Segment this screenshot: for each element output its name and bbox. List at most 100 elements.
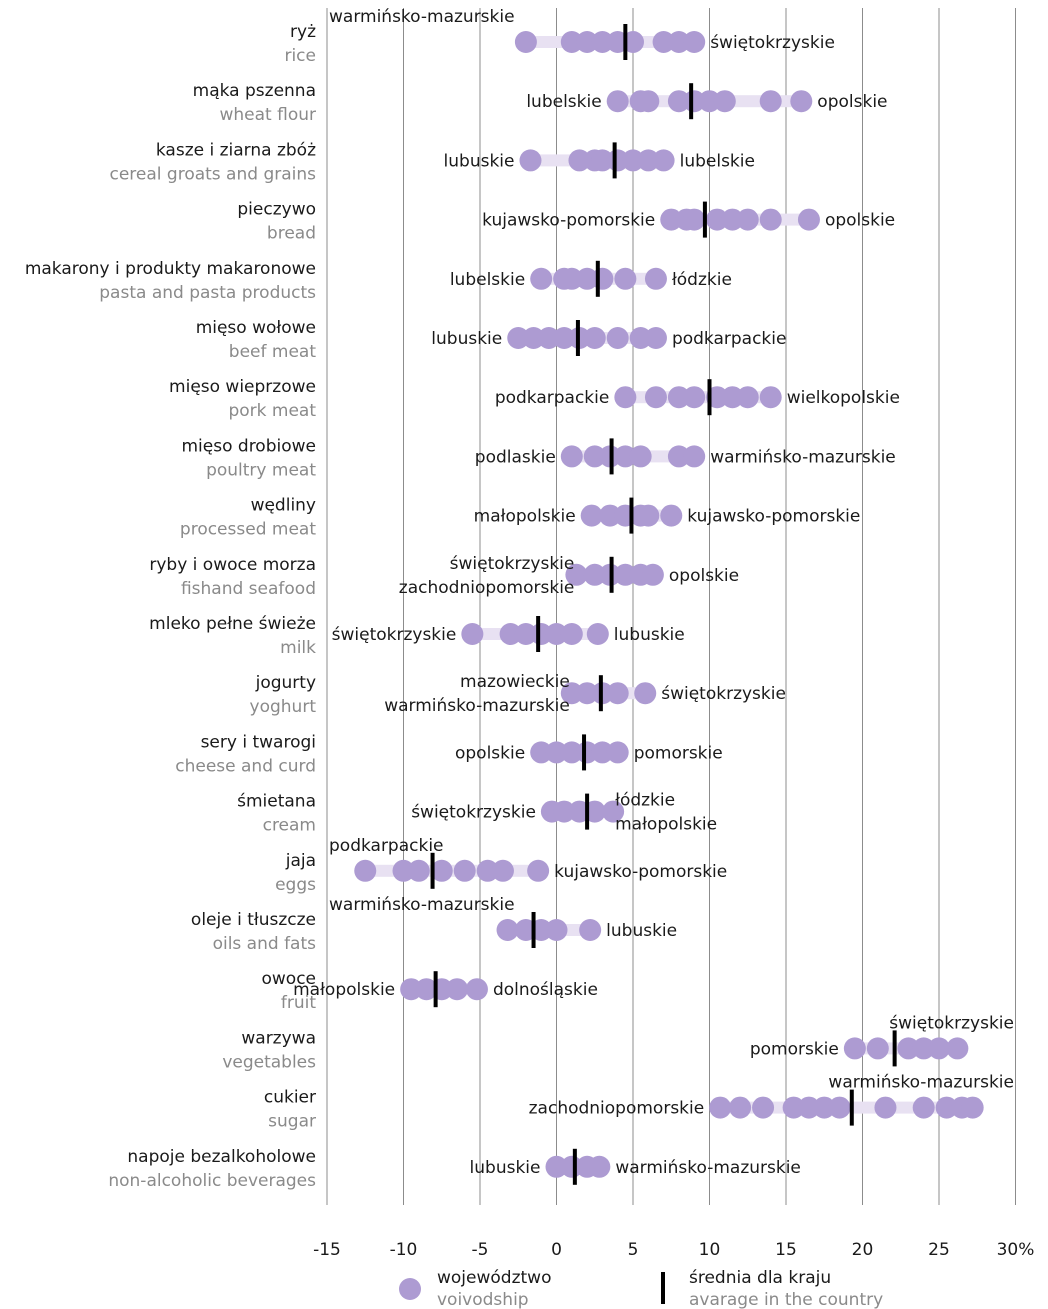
category-label: ryż <box>290 22 316 42</box>
voivodship-dot <box>591 267 614 290</box>
category-label-en: milk <box>280 638 316 658</box>
voivodship-dot <box>866 1037 889 1060</box>
category-label: mąka pszenna <box>193 81 316 101</box>
max-voivodship-label: podkarpackie <box>672 329 787 349</box>
voivodship-dot <box>683 445 706 468</box>
max-voivodship-label: świętokrzyskie <box>889 1013 1014 1033</box>
average-marker <box>433 971 438 1008</box>
legend-average-label-en: avarage in the country <box>689 1290 883 1309</box>
max-voivodship-label: wielkopolskie <box>787 388 900 408</box>
voivodship-dot <box>496 919 519 941</box>
voivodship-dot <box>545 741 568 764</box>
average-marker <box>849 1089 854 1126</box>
voivodship-dot <box>530 267 553 290</box>
voivodship-dot <box>828 1096 851 1119</box>
average-marker <box>623 24 628 60</box>
voivodship-dot <box>644 327 667 349</box>
voivodship-dot <box>599 504 622 527</box>
max-voivodship-label: warmińsko-mazurskie <box>828 1073 1014 1093</box>
average-marker <box>536 616 541 652</box>
voivodship-dot <box>606 149 629 172</box>
voivodship-dot <box>637 504 660 527</box>
legend-voivodship-dot <box>399 1278 421 1300</box>
voivodship-dot <box>354 859 377 882</box>
category-label-en: fruit <box>281 993 316 1013</box>
max-voivodship-label: małopolskie <box>615 815 717 835</box>
min-voivodship-label: opolskie <box>455 743 525 763</box>
voivodship-dot <box>912 1096 935 1119</box>
voivodship-dot <box>652 31 675 53</box>
average-marker <box>609 438 614 475</box>
voivodship-dot <box>759 90 782 113</box>
voivodship-dot <box>415 978 438 1001</box>
chart-row: warzywa vegetables pomorskie świętokrzyskie <box>222 1013 1014 1072</box>
voivodship-dot <box>961 1096 984 1119</box>
legend-average-label: średnia dla kraju <box>689 1268 831 1288</box>
voivodship-dot <box>782 1096 805 1119</box>
category-label: wędliny <box>251 496 316 516</box>
voivodship-dot <box>392 859 415 882</box>
chart-row: mąka pszenna wheat flour lubelskie opolskie <box>193 81 888 125</box>
voivodship-dot <box>928 1037 950 1060</box>
category-label-en: non-alcoholic beverages <box>108 1171 316 1191</box>
voivodship-dot <box>622 31 644 53</box>
chart-row: kasze i ziarna zbóż cereal groats and gra… <box>109 140 754 184</box>
voivodship-dot <box>560 1155 583 1178</box>
average-marker <box>572 1148 577 1185</box>
voivodship-dot <box>759 208 782 231</box>
category-label: kasze i ziarna zbóż <box>156 140 316 160</box>
x-tick-label: 15 <box>775 1240 797 1260</box>
voivodship-dot <box>797 208 820 231</box>
x-tick-label: 10 <box>699 1240 721 1260</box>
category-label: śmietana <box>237 792 316 812</box>
voivodship-dot <box>514 623 537 645</box>
voivodship-dot <box>797 1096 820 1119</box>
min-voivodship-label: mazowieckie <box>460 672 570 692</box>
grid-lines <box>326 8 1016 1205</box>
min-voivodship-label: lubuskie <box>470 1158 541 1178</box>
voivodship-dot <box>446 978 469 1001</box>
voivodship-dot <box>935 1096 958 1119</box>
voivodship-dot <box>560 267 583 290</box>
category-label: jogurty <box>255 673 316 693</box>
min-voivodship-label: lubelskie <box>450 270 525 290</box>
category-label-en: pasta and pasta products <box>99 283 316 303</box>
category-label: makarony i produkty makaronowe <box>25 259 316 279</box>
voivodship-dot <box>644 386 667 409</box>
legend-voivodship-label-en: voivodship <box>437 1290 529 1309</box>
voivodship-dot <box>545 1155 568 1178</box>
chart-row: sery i twarogi cheese and curd opolskie pom… <box>175 732 722 776</box>
voivodship-dot <box>698 90 721 113</box>
voivodship-dot <box>644 267 667 290</box>
category-label: jaja <box>285 851 316 871</box>
min-voivodship-label: świętokrzyskie <box>411 803 536 823</box>
x-tick-label: 20 <box>852 1240 874 1260</box>
category-label-en: rice <box>284 46 316 66</box>
voivodship-dot <box>606 90 629 113</box>
chart-row: jogurty yoghurt mazowieckie warmińsko-mazur… <box>250 672 786 717</box>
voivodship-dot <box>683 208 706 231</box>
max-voivodship-label: łódzkie <box>672 270 732 290</box>
average-marker <box>582 734 587 771</box>
voivodship-dot <box>759 386 782 409</box>
average-marker <box>598 675 603 712</box>
voivodship-dot <box>461 623 484 645</box>
chart-row: ryby i owoce morza fishand seafood świętok… <box>149 554 739 599</box>
voivodship-dot <box>706 208 729 231</box>
voivodship-dot <box>713 90 736 113</box>
category-label: ryby i owoce morza <box>149 555 316 575</box>
voivodship-dot <box>407 859 430 882</box>
max-voivodship-label: opolskie <box>817 92 887 112</box>
max-voivodship-label: opolskie <box>669 566 739 586</box>
average-marker <box>595 260 600 297</box>
voivodship-dot <box>553 800 576 823</box>
voivodship-dot <box>530 623 553 645</box>
chart-rows: ryż rice warmińsko-mazurskie świętokrzyskie… <box>25 7 1014 1191</box>
chart-row: cukier sugar zachodniopomorskie warmińsko-m… <box>264 1073 1014 1132</box>
category-label-en: bread <box>267 224 316 244</box>
chart-row: mleko pełne świeże milk świętokrzyskie lubu… <box>149 614 685 658</box>
max-voivodship-label: opolskie <box>825 211 895 231</box>
min-voivodship-label: zachodniopomorskie <box>399 578 575 598</box>
min-voivodship-label: pomorskie <box>750 1039 839 1059</box>
chart-row: mięso drobiowe poultry meat podlaskie warmi… <box>182 436 896 480</box>
